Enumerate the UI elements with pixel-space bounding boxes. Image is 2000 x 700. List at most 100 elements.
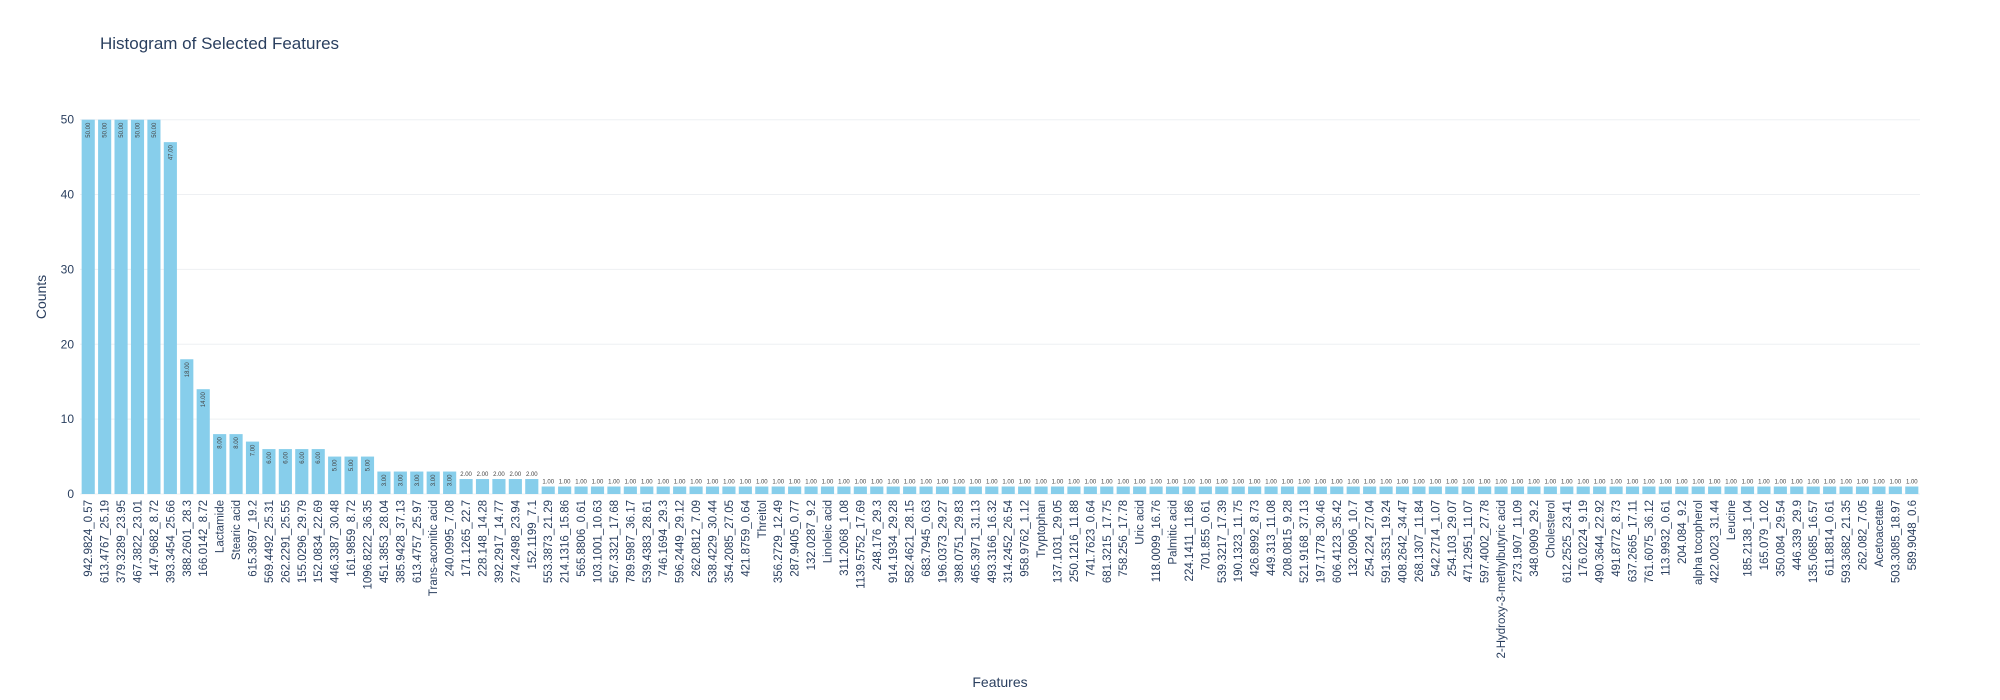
x-tick-label: 262.082_7.05 [1858, 500, 1870, 570]
bar [738, 486, 752, 494]
y-axis-title: Counts [33, 275, 49, 319]
bar [1297, 486, 1311, 494]
bar [574, 486, 588, 494]
bar [1100, 486, 1114, 494]
bar [640, 486, 654, 494]
bar [1740, 486, 1755, 494]
y-tick-label: 10 [61, 412, 75, 426]
value-label: 1.00 [1594, 480, 1606, 486]
y-tick-label: 20 [61, 337, 75, 351]
bar [804, 486, 818, 494]
value-label: 8.00 [218, 436, 224, 448]
x-tick-label: 171.1265_22.7 [461, 500, 473, 577]
bar [1888, 486, 1902, 494]
x-tick-label: 683.7945_0.63 [921, 500, 933, 577]
value-label: 1.00 [1742, 480, 1754, 486]
x-tick-label: 741.7623_0.64 [1085, 499, 1097, 576]
x-tick-label: 942.9824_0.57 [83, 500, 95, 577]
bar [278, 449, 292, 494]
value-label: 1.00 [1035, 480, 1047, 486]
bar [1461, 486, 1475, 494]
bar [1872, 486, 1886, 494]
value-label: 6.00 [283, 451, 289, 463]
bar [952, 486, 966, 494]
x-tick-label: 152.0834_22.69 [313, 500, 325, 583]
value-label: 1.00 [1873, 480, 1885, 486]
value-label: 1.00 [1347, 480, 1359, 486]
value-label: 1.00 [1857, 480, 1869, 486]
x-tick-label: 449.313_11.08 [1266, 500, 1278, 576]
x-tick-label: 388.2601_28.3 [182, 500, 194, 577]
x-tick-label: 611.8814_0.61 [1825, 500, 1837, 576]
bar [1313, 486, 1327, 494]
y-tick-label: 30 [61, 262, 75, 276]
x-tick-label: 262.0812_7.09 [691, 500, 703, 577]
x-tick-label: 176.0224_9.19 [1578, 500, 1590, 577]
value-label: 1.00 [1906, 480, 1918, 486]
value-label: 1.00 [559, 480, 571, 486]
x-tick-label: 274.2498_23.94 [510, 499, 522, 583]
x-tick-label: 118.0099_16.76 [1151, 500, 1163, 582]
x-tick-label: 135.0685_16.57 [1808, 500, 1820, 583]
bar [1395, 486, 1410, 494]
bar [1823, 486, 1837, 494]
y-tick-label: 50 [61, 113, 75, 127]
value-label: 3.00 [448, 474, 454, 486]
value-label: 1.00 [772, 480, 784, 486]
bar [81, 119, 95, 494]
value-label: 1.00 [1545, 480, 1557, 486]
x-tick-label: 606.4123_35.42 [1332, 500, 1344, 583]
x-tick-label: 681.3215_17.75 [1102, 500, 1114, 583]
value-label: 1.00 [1479, 480, 1491, 486]
bar [1593, 486, 1607, 494]
x-tick-label: 758.256_17.78 [1118, 500, 1130, 577]
x-tick-label: 262.2291_25.55 [280, 500, 292, 583]
bar [1757, 486, 1771, 494]
x-tick-label: 761.6075_36.12 [1644, 500, 1656, 583]
value-label: 1.00 [1331, 480, 1343, 486]
x-tick-label: 582.4621_28.15 [905, 500, 917, 583]
x-tick-label: 273.1907_11.09 [1513, 500, 1525, 582]
x-tick-label: 467.3822_23.01 [133, 500, 145, 583]
bar [541, 486, 555, 494]
x-tick-label: 155.0296_29.79 [297, 500, 309, 583]
bar [1067, 486, 1081, 494]
bar [508, 479, 522, 494]
bar [163, 142, 177, 494]
x-tick-label: 596.2449_29.12 [675, 500, 687, 583]
x-tick-label: 214.1316_15.86 [560, 500, 572, 583]
x-tick-label: 103.1001_10.63 [593, 500, 605, 583]
bar [1724, 486, 1738, 494]
x-tick-label: 385.9428_37.13 [395, 500, 407, 583]
bar [886, 486, 900, 494]
bar [443, 471, 457, 494]
bar [147, 119, 161, 494]
value-label: 1.00 [1807, 480, 1819, 486]
bar [755, 486, 769, 494]
value-label: 3.00 [415, 474, 421, 486]
bar [377, 471, 391, 494]
bar [1198, 486, 1212, 494]
bar [1708, 486, 1722, 494]
bar [114, 119, 128, 494]
value-label: 1.00 [756, 480, 768, 486]
bar [1428, 486, 1442, 494]
bar [1675, 486, 1689, 494]
value-label: 1.00 [723, 480, 735, 486]
bar [180, 359, 194, 494]
value-label: 1.00 [740, 480, 752, 486]
value-label: 1.00 [1167, 480, 1179, 486]
x-tick-label: 597.4002_27.78 [1480, 500, 1492, 583]
value-label: 1.00 [575, 480, 587, 486]
bar [393, 471, 407, 494]
value-label: 1.00 [855, 480, 867, 486]
value-label: 1.00 [1890, 480, 1902, 486]
value-label: 8.00 [234, 436, 240, 448]
x-tick-label: Acetoacetate [1874, 500, 1886, 567]
bar [903, 486, 917, 494]
bar [935, 486, 950, 494]
value-label: 1.00 [1052, 480, 1064, 486]
bar [1806, 486, 1820, 494]
value-label: 1.00 [1101, 480, 1113, 486]
